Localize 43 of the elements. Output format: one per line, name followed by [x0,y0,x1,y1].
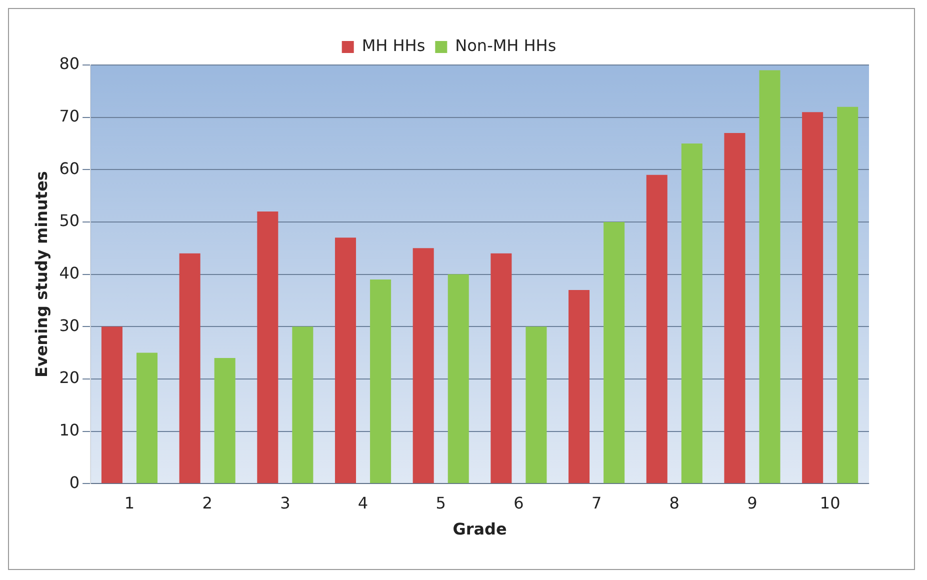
bar [681,143,702,484]
y-tick-label: 60 [59,158,80,178]
bar [292,326,314,484]
bar [101,326,122,484]
x-tick-label: 5 [436,493,446,512]
bar [214,358,236,484]
y-tick-label: 50 [59,211,80,230]
y-axis-title: Evening study minutes [32,171,51,378]
y-tick-label: 20 [59,368,80,388]
bar [646,174,668,484]
x-tick-label: 8 [669,493,680,512]
bar [334,238,356,484]
bar [412,248,434,484]
y-tick-label: 40 [59,263,80,282]
bar [604,222,625,484]
bar [257,212,278,484]
x-tick-label: 9 [747,493,758,512]
bar [448,274,469,484]
y-tick-label: 30 [59,316,80,335]
legend-label: MH HHs [362,36,426,56]
legend-label: Non-MH HHs [455,36,556,56]
bar [179,253,200,484]
y-tick-label: 0 [69,472,80,492]
bar [568,290,590,484]
y-tick-label: 80 [59,54,80,74]
bar [759,70,780,484]
bar [490,253,512,484]
x-tick-label: 10 [820,493,840,512]
x-axis-title: Grade [452,520,507,539]
bar [724,133,746,484]
bar [837,106,858,484]
bar [370,280,392,484]
x-tick-label: 2 [202,493,212,512]
bar [526,326,547,484]
x-tick-label: 6 [514,493,524,512]
y-tick-label: 70 [59,106,80,126]
bar [136,352,158,484]
bar [802,112,824,484]
x-tick-label: 3 [280,493,290,512]
x-tick-label: 1 [124,493,135,512]
x-tick-label: 7 [591,493,602,512]
x-tick-label: 4 [358,493,368,512]
y-tick-label: 10 [59,420,80,440]
